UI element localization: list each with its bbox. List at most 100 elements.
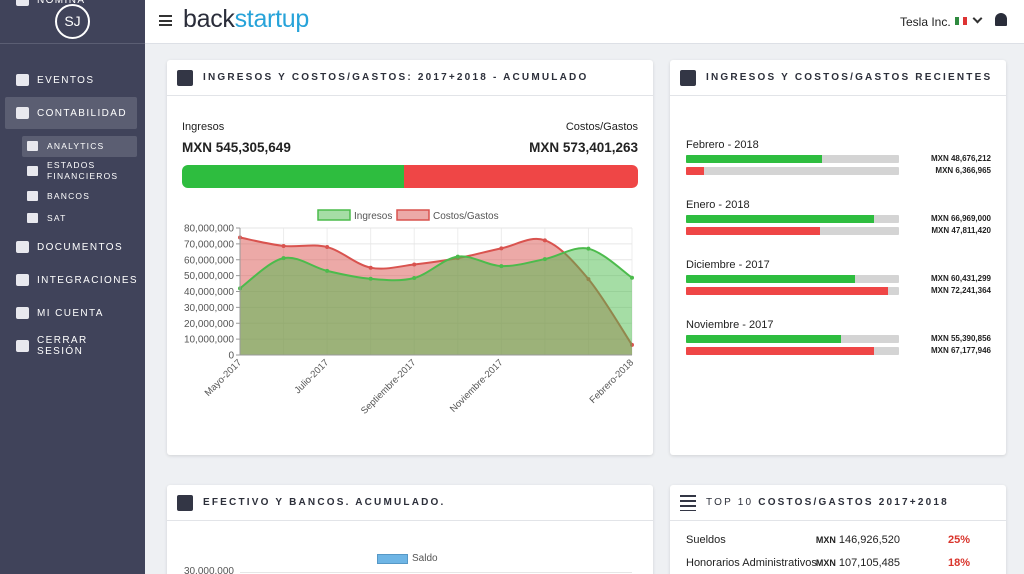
sub-nav-item[interactable]: BANCOS <box>22 188 117 204</box>
month-label: Noviembre - 2017 <box>686 319 774 331</box>
y-tick-label: 60,000,000 <box>184 255 234 266</box>
bar <box>686 155 823 163</box>
row-currency: MXN <box>815 558 836 568</box>
sidebar: SJ EVENTOS CONTABILIDAD ANALYTICS ESTADOS F… <box>0 0 145 574</box>
costos-segment <box>404 165 638 188</box>
bar-value: MXN 67,177,946 <box>930 346 991 355</box>
bar-track <box>686 227 899 235</box>
nav-item[interactable]: MI CUENTA <box>5 297 137 329</box>
bell[interactable] <box>995 13 1007 26</box>
area <box>240 248 632 355</box>
legend-label[interactable]: Costos/Gastos <box>433 211 499 222</box>
x-tick-label: Mayo-2017 <box>203 357 244 398</box>
card-title: INGRESOS Y COSTOS/GASTOS RECIENTES <box>706 72 993 83</box>
sub-nav-item[interactable]: ESTADOS FINANCIEROS <box>22 158 117 184</box>
sub-nav-label: BANCOS <box>47 190 91 201</box>
bar-track <box>686 215 899 223</box>
chart-icon <box>177 495 193 511</box>
nav-item[interactable]: CONTABILIDAD <box>5 97 137 129</box>
point <box>542 257 547 262</box>
company[interactable]: Tesla Inc. <box>900 15 951 29</box>
bar-track <box>686 347 899 355</box>
y-tick-label: 0 <box>228 351 234 362</box>
menu-icon[interactable] <box>159 15 172 26</box>
bar <box>686 215 874 223</box>
sub-nav-icon <box>27 141 38 151</box>
y-tick-label: 10,000,000 <box>184 335 234 346</box>
sub-nav-label: SAT <box>47 212 67 223</box>
y-tick-label: 50,000,000 <box>184 271 234 282</box>
row-percent: 25% <box>948 534 971 546</box>
month-label: Febrero - 2018 <box>686 139 759 151</box>
point <box>412 276 417 281</box>
row-name: Honorarios Administrativos <box>686 557 817 569</box>
nav-item[interactable]: EVENTOS <box>5 64 137 96</box>
bar <box>686 335 842 343</box>
bar <box>686 227 820 235</box>
nav-item[interactable]: INTEGRACIONES <box>5 264 137 296</box>
nav-item[interactable]: NÓMINA <box>5 0 137 16</box>
costos-value: MXN 573,401,263 <box>529 140 638 155</box>
month-label: Diciembre - 2017 <box>686 259 770 271</box>
flag <box>955 17 967 25</box>
nav-icon <box>16 107 29 119</box>
bar <box>686 167 704 175</box>
header: backstartup Tesla Inc. <box>145 0 1024 44</box>
sub-nav-item[interactable]: SAT <box>22 210 117 226</box>
nav-item[interactable]: CERRAR SESIÓN <box>5 330 137 362</box>
bar-track <box>686 275 899 283</box>
bar-track <box>686 335 899 343</box>
bar-track <box>686 287 899 295</box>
ingresos-value: MXN 545,305,649 <box>182 140 291 155</box>
nav-icon <box>16 0 29 6</box>
bar-value: MXN 48,676,212 <box>930 154 991 163</box>
legend-label[interactable]: Saldo <box>412 553 438 564</box>
chart-icon <box>177 70 193 86</box>
brand-prefix: back <box>183 5 235 33</box>
y-tick-label: 20,000,000 <box>184 319 234 330</box>
chevron[interactable] <box>972 13 983 24</box>
month-label: Enero - 2018 <box>686 199 750 211</box>
legend-swatch[interactable] <box>377 554 408 564</box>
bar <box>686 275 856 283</box>
point <box>630 275 634 280</box>
title-main: COSTOS/GASTOS 2017+2018 <box>758 497 949 508</box>
grid-line <box>240 572 632 573</box>
nav-icon <box>16 74 29 86</box>
nav-label: INTEGRACIONES <box>37 274 138 286</box>
point <box>542 238 547 243</box>
point <box>325 268 330 273</box>
ingresos-segment <box>182 165 405 188</box>
card-header: EFECTIVO Y BANCOS. ACUMULADO. <box>167 485 653 521</box>
y-tick-label: 30,000,000 <box>183 566 234 574</box>
brand[interactable]: backstartup <box>183 5 309 34</box>
point <box>586 246 591 251</box>
legend-label[interactable]: Ingresos <box>354 211 392 222</box>
line <box>239 247 633 290</box>
legend-swatch[interactable] <box>317 209 351 221</box>
nav-icon <box>16 307 29 319</box>
point <box>281 256 286 261</box>
y-tick-label: 70,000,000 <box>184 239 234 250</box>
point <box>412 262 417 267</box>
y-tick-label: 40,000,000 <box>184 287 234 298</box>
row-amount: MXN 107,105,485 <box>816 557 900 569</box>
point <box>499 246 504 251</box>
sub-nav-icon <box>27 191 38 201</box>
legend-swatch[interactable] <box>396 209 430 221</box>
sub-nav-item[interactable]: ANALYTICS <box>22 135 137 157</box>
avatar[interactable]: SJ <box>55 4 90 39</box>
point <box>368 276 373 281</box>
row-amount: MXN 146,926,520 <box>816 534 900 546</box>
brand-suffix: startup <box>234 5 310 33</box>
point <box>281 243 286 248</box>
nav-item[interactable]: DOCUMENTOS <box>5 231 137 263</box>
bar-value: MXN 72,241,364 <box>930 286 991 295</box>
point <box>455 254 460 259</box>
summary-card: INGRESOS Y COSTOS/GASTOS: 2017+2018 - AC… <box>167 60 653 455</box>
line-chart: 0 10,000,000 20,000,000 30,000,000 40,000,00… <box>184 209 636 417</box>
bar-value: MXN 47,811,420 <box>931 226 991 235</box>
nav-label: CERRAR SESIÓN <box>37 335 88 357</box>
bar-track <box>686 167 899 175</box>
card-header: TOP 10 COSTOS/GASTOS 2017+2018 <box>670 485 1006 521</box>
